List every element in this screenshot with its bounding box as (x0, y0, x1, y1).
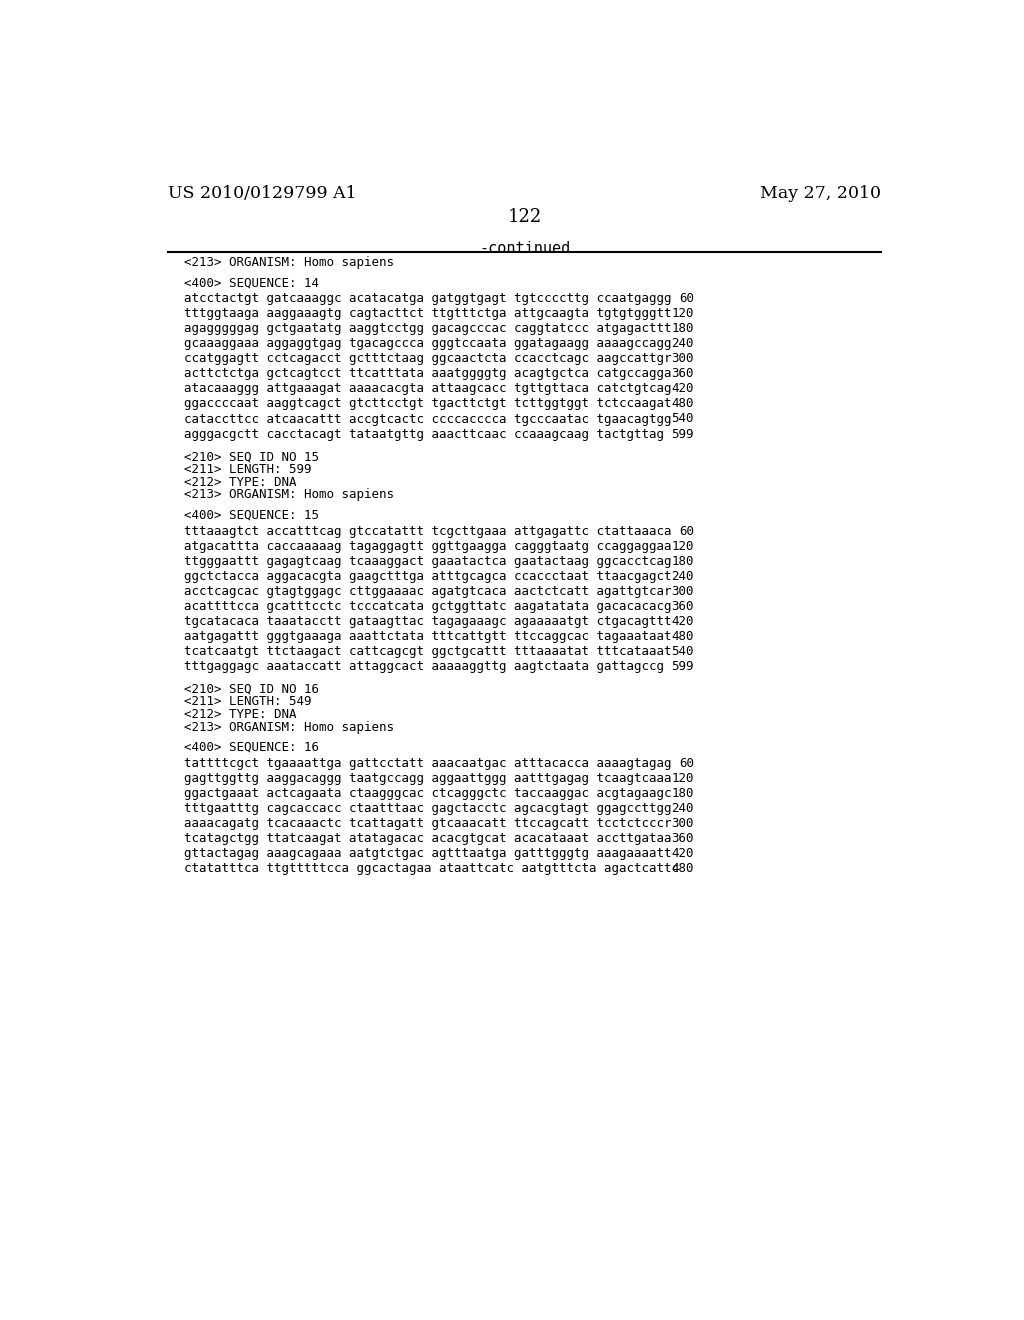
Text: gttactagag aaagcagaaa aatgtctgac agtttaatga gatttgggtg aaagaaaatt: gttactagag aaagcagaaa aatgtctgac agtttaa… (183, 847, 672, 859)
Text: May 27, 2010: May 27, 2010 (760, 185, 882, 202)
Text: 540: 540 (672, 412, 693, 425)
Text: 300: 300 (672, 817, 693, 830)
Text: 60: 60 (679, 756, 693, 770)
Text: tttaaagtct accatttcag gtccatattt tcgcttgaaa attgagattc ctattaaaca: tttaaagtct accatttcag gtccatattt tcgcttg… (183, 524, 672, 537)
Text: <210> SEQ ID NO 16: <210> SEQ ID NO 16 (183, 682, 318, 696)
Text: <212> TYPE: DNA: <212> TYPE: DNA (183, 708, 296, 721)
Text: 240: 240 (672, 801, 693, 814)
Text: 599: 599 (672, 428, 693, 441)
Text: <400> SEQUENCE: 15: <400> SEQUENCE: 15 (183, 508, 318, 521)
Text: 420: 420 (672, 615, 693, 627)
Text: 120: 120 (672, 308, 693, 321)
Text: tcatcaatgt ttctaagact cattcagcgt ggctgcattt tttaaaatat tttcataaat: tcatcaatgt ttctaagact cattcagcgt ggctgca… (183, 644, 672, 657)
Text: atgacattta caccaaaaag tagaggagtt ggttgaagga cagggtaatg ccaggaggaa: atgacattta caccaaaaag tagaggagtt ggttgaa… (183, 540, 672, 553)
Text: 540: 540 (672, 644, 693, 657)
Text: <400> SEQUENCE: 16: <400> SEQUENCE: 16 (183, 741, 318, 754)
Text: 180: 180 (672, 322, 693, 335)
Text: ttgggaattt gagagtcaag tcaaaggact gaaatactca gaatactaag ggcacctcag: ttgggaattt gagagtcaag tcaaaggact gaaatac… (183, 554, 672, 568)
Text: 240: 240 (672, 570, 693, 582)
Text: 360: 360 (672, 367, 693, 380)
Text: 60: 60 (679, 524, 693, 537)
Text: <210> SEQ ID NO 15: <210> SEQ ID NO 15 (183, 450, 318, 463)
Text: ggaccccaat aaggtcagct gtcttcctgt tgacttctgt tcttggtggt tctccaagat: ggaccccaat aaggtcagct gtcttcctgt tgacttc… (183, 397, 672, 411)
Text: tattttcgct tgaaaattga gattcctatt aaacaatgac atttacacca aaaagtagag: tattttcgct tgaaaattga gattcctatt aaacaat… (183, 756, 672, 770)
Text: 480: 480 (672, 630, 693, 643)
Text: atcctactgt gatcaaaggc acatacatga gatggtgagt tgtccccttg ccaatgaggg: atcctactgt gatcaaaggc acatacatga gatggtg… (183, 293, 672, 305)
Text: <211> LENGTH: 549: <211> LENGTH: 549 (183, 696, 311, 708)
Text: <211> LENGTH: 599: <211> LENGTH: 599 (183, 463, 311, 477)
Text: tcatagctgg ttatcaagat atatagacac acacgtgcat acacataaat accttgataa: tcatagctgg ttatcaagat atatagacac acacgtg… (183, 832, 672, 845)
Text: <400> SEQUENCE: 14: <400> SEQUENCE: 14 (183, 277, 318, 289)
Text: <212> TYPE: DNA: <212> TYPE: DNA (183, 475, 296, 488)
Text: 300: 300 (672, 585, 693, 598)
Text: acattttcca gcatttcctc tcccatcata gctggttatc aagatatata gacacacacg: acattttcca gcatttcctc tcccatcata gctggtt… (183, 599, 672, 612)
Text: tttgaatttg cagcaccacc ctaatttaac gagctacctc agcacgtagt ggagccttgg: tttgaatttg cagcaccacc ctaatttaac gagctac… (183, 801, 672, 814)
Text: 120: 120 (672, 540, 693, 553)
Text: <213> ORGANISM: Homo sapiens: <213> ORGANISM: Homo sapiens (183, 488, 394, 502)
Text: 120: 120 (672, 772, 693, 784)
Text: 180: 180 (672, 787, 693, 800)
Text: gagttggttg aaggacaggg taatgccagg aggaattggg aatttgagag tcaagtcaaa: gagttggttg aaggacaggg taatgccagg aggaatt… (183, 772, 672, 784)
Text: 599: 599 (672, 660, 693, 673)
Text: 122: 122 (508, 209, 542, 227)
Text: <213> ORGANISM: Homo sapiens: <213> ORGANISM: Homo sapiens (183, 721, 394, 734)
Text: 420: 420 (672, 847, 693, 859)
Text: agggacgctt cacctacagt tataatgttg aaacttcaac ccaaagcaag tactgttag: agggacgctt cacctacagt tataatgttg aaacttc… (183, 428, 664, 441)
Text: 240: 240 (672, 338, 693, 350)
Text: 180: 180 (672, 554, 693, 568)
Text: 360: 360 (672, 832, 693, 845)
Text: acctcagcac gtagtggagc cttggaaaac agatgtcaca aactctcatt agattgtcar: acctcagcac gtagtggagc cttggaaaac agatgtc… (183, 585, 672, 598)
Text: 480: 480 (672, 397, 693, 411)
Text: 300: 300 (672, 352, 693, 366)
Text: ggactgaaat actcagaata ctaagggcac ctcagggctc taccaaggac acgtagaagc: ggactgaaat actcagaata ctaagggcac ctcaggg… (183, 787, 672, 800)
Text: tttggtaaga aaggaaagtg cagtacttct ttgtttctga attgcaagta tgtgtgggtt: tttggtaaga aaggaaagtg cagtacttct ttgtttc… (183, 308, 672, 321)
Text: 60: 60 (679, 293, 693, 305)
Text: cataccttcc atcaacattt accgtcactc ccccacccca tgcccaatac tgaacagtgg: cataccttcc atcaacattt accgtcactc ccccacc… (183, 412, 672, 425)
Text: aaaacagatg tcacaaactc tcattagatt gtcaaacatt ttccagcatt tcctctcccr: aaaacagatg tcacaaactc tcattagatt gtcaaac… (183, 817, 672, 830)
Text: US 2010/0129799 A1: US 2010/0129799 A1 (168, 185, 357, 202)
Text: ccatggagtt cctcagacct gctttctaag ggcaactcta ccacctcagc aagccattgr: ccatggagtt cctcagacct gctttctaag ggcaact… (183, 352, 672, 366)
Text: -continued: -continued (479, 240, 570, 256)
Text: tgcatacaca taaatacctt gataagttac tagagaaagc agaaaaatgt ctgacagttt: tgcatacaca taaatacctt gataagttac tagagaa… (183, 615, 672, 627)
Text: ggctctacca aggacacgta gaagctttga atttgcagca ccaccctaat ttaacgagct: ggctctacca aggacacgta gaagctttga atttgca… (183, 570, 672, 582)
Text: <213> ORGANISM: Homo sapiens: <213> ORGANISM: Homo sapiens (183, 256, 394, 269)
Text: atacaaaggg attgaaagat aaaacacgta attaagcacc tgttgttaca catctgtcag: atacaaaggg attgaaagat aaaacacgta attaagc… (183, 383, 672, 396)
Text: 420: 420 (672, 383, 693, 396)
Text: 480: 480 (672, 862, 693, 875)
Text: aatgagattt gggtgaaaga aaattctata tttcattgtt ttccaggcac tagaaataat: aatgagattt gggtgaaaga aaattctata tttcatt… (183, 630, 672, 643)
Text: 360: 360 (672, 599, 693, 612)
Text: ctatatttca ttgtttttcca ggcactagaa ataattcatc aatgtttcta agactcattc: ctatatttca ttgtttttcca ggcactagaa ataatt… (183, 862, 679, 875)
Text: agagggggag gctgaatatg aaggtcctgg gacagcccac caggtatccc atgagacttt: agagggggag gctgaatatg aaggtcctgg gacagcc… (183, 322, 672, 335)
Text: tttgaggagc aaataccatt attaggcact aaaaaggttg aagtctaata gattagccg: tttgaggagc aaataccatt attaggcact aaaaagg… (183, 660, 664, 673)
Text: gcaaaggaaa aggaggtgag tgacagccca gggtccaata ggatagaagg aaaagccagg: gcaaaggaaa aggaggtgag tgacagccca gggtcca… (183, 338, 672, 350)
Text: acttctctga gctcagtcct ttcatttata aaatggggtg acagtgctca catgccagga: acttctctga gctcagtcct ttcatttata aaatggg… (183, 367, 672, 380)
